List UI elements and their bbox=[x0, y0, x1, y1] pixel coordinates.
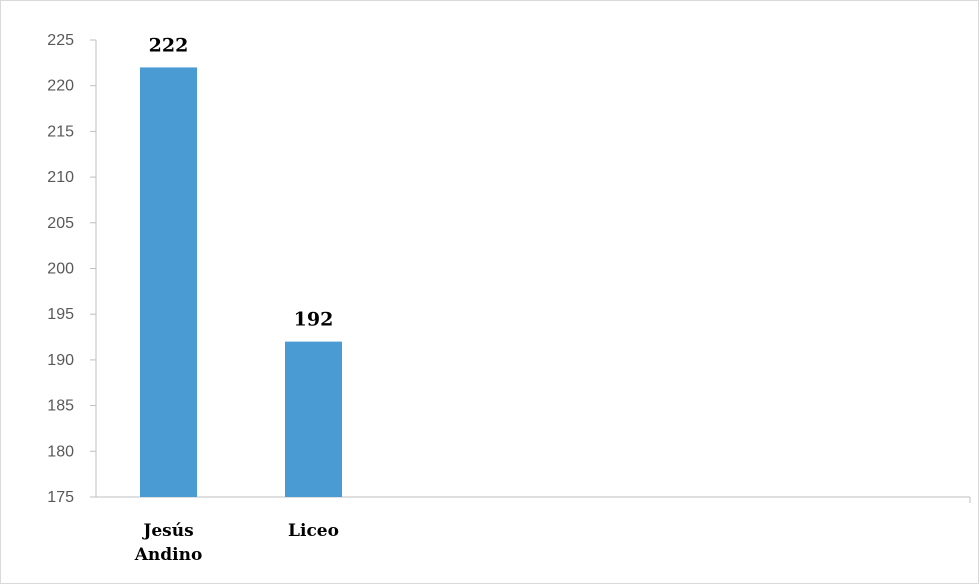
y-tick-label: 225 bbox=[47, 32, 74, 49]
y-axis: 175 180 185 190 195 200 205 210 215 220 225 bbox=[47, 32, 97, 506]
y-tick-label: 215 bbox=[47, 123, 74, 140]
y-tick-label: 205 bbox=[47, 215, 74, 232]
category-label-line: Jesús bbox=[141, 521, 193, 541]
y-tick-label: 180 bbox=[47, 443, 74, 460]
bar bbox=[140, 67, 197, 498]
category-label-line: Andino bbox=[134, 545, 203, 565]
bars bbox=[140, 67, 342, 498]
data-label: 192 bbox=[294, 309, 334, 331]
category-labels: Jesús Andino Liceo bbox=[134, 521, 339, 565]
category-label-line: Liceo bbox=[288, 521, 339, 541]
y-tick-label: 175 bbox=[47, 489, 74, 506]
y-tick-label: 220 bbox=[47, 78, 74, 95]
x-axis bbox=[96, 496, 971, 503]
data-label: 222 bbox=[149, 34, 189, 56]
data-labels: 222 192 bbox=[149, 34, 334, 330]
y-tick-label: 190 bbox=[47, 352, 74, 369]
category-label: Jesús Andino bbox=[134, 521, 203, 565]
bar bbox=[285, 341, 342, 497]
category-label: Liceo bbox=[288, 521, 339, 541]
y-tick-label: 210 bbox=[47, 169, 74, 186]
y-tick-label: 185 bbox=[47, 398, 74, 415]
y-tick-label: 195 bbox=[47, 306, 74, 323]
y-tick-label: 200 bbox=[47, 261, 74, 278]
